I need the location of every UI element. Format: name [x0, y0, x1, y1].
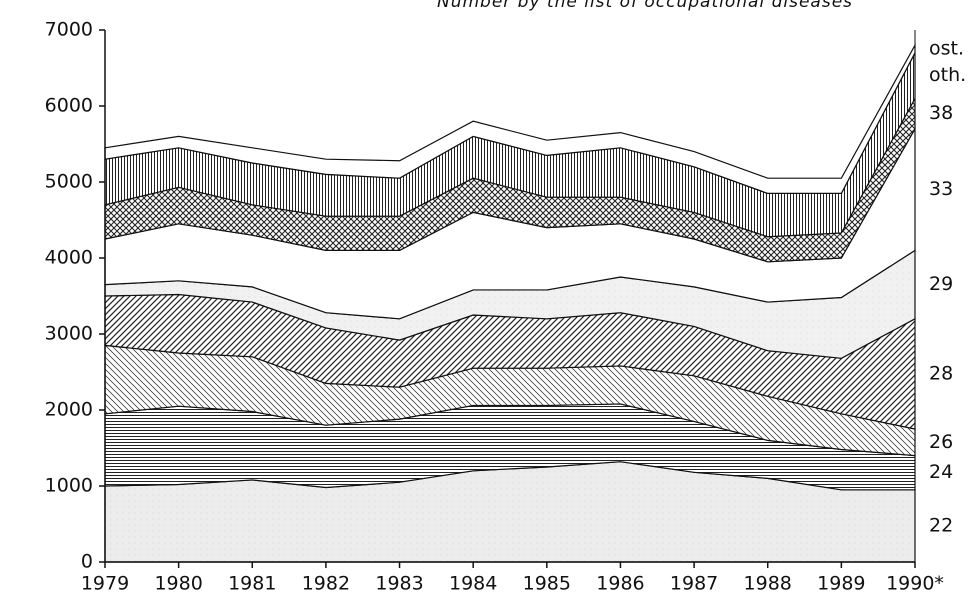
- x-tick-label: 1985: [523, 573, 571, 595]
- y-tick-label: 7000: [45, 19, 93, 41]
- x-tick-label: 1981: [228, 573, 276, 595]
- x-tick-label: 1983: [375, 573, 423, 595]
- y-tick-label: 2000: [45, 399, 93, 421]
- y-tick-label: 5000: [45, 171, 93, 193]
- x-tick-label: 1990*: [886, 573, 944, 595]
- x-tick-label: 1988: [744, 573, 792, 595]
- x-tick-label: 1987: [670, 573, 718, 595]
- x-tick-label: 1989: [817, 573, 865, 595]
- y-tick-label: 4000: [45, 247, 93, 269]
- y-tick-label: 3000: [45, 323, 93, 345]
- x-tick-label: 1980: [154, 573, 202, 595]
- x-tick-label: 1984: [449, 573, 497, 595]
- series-label: 26: [929, 431, 953, 453]
- series-label: 28: [929, 362, 953, 384]
- series-label: ost.: [929, 38, 964, 60]
- y-tick-label: 1000: [45, 475, 93, 497]
- y-tick-label: 0: [81, 551, 93, 573]
- chart-title: Number by the list of occupational disea…: [437, 0, 853, 12]
- x-tick-label: 1986: [596, 573, 644, 595]
- series-label: 22: [929, 514, 953, 536]
- x-tick-label: 1979: [81, 573, 129, 595]
- series-label: 33: [929, 178, 953, 200]
- x-tick-label: 1982: [302, 573, 350, 595]
- series-label: oth.: [929, 64, 966, 86]
- y-tick-label: 6000: [45, 95, 93, 117]
- series-label: 24: [929, 461, 953, 483]
- series-label: 29: [929, 273, 953, 295]
- series-label: 38: [929, 102, 953, 124]
